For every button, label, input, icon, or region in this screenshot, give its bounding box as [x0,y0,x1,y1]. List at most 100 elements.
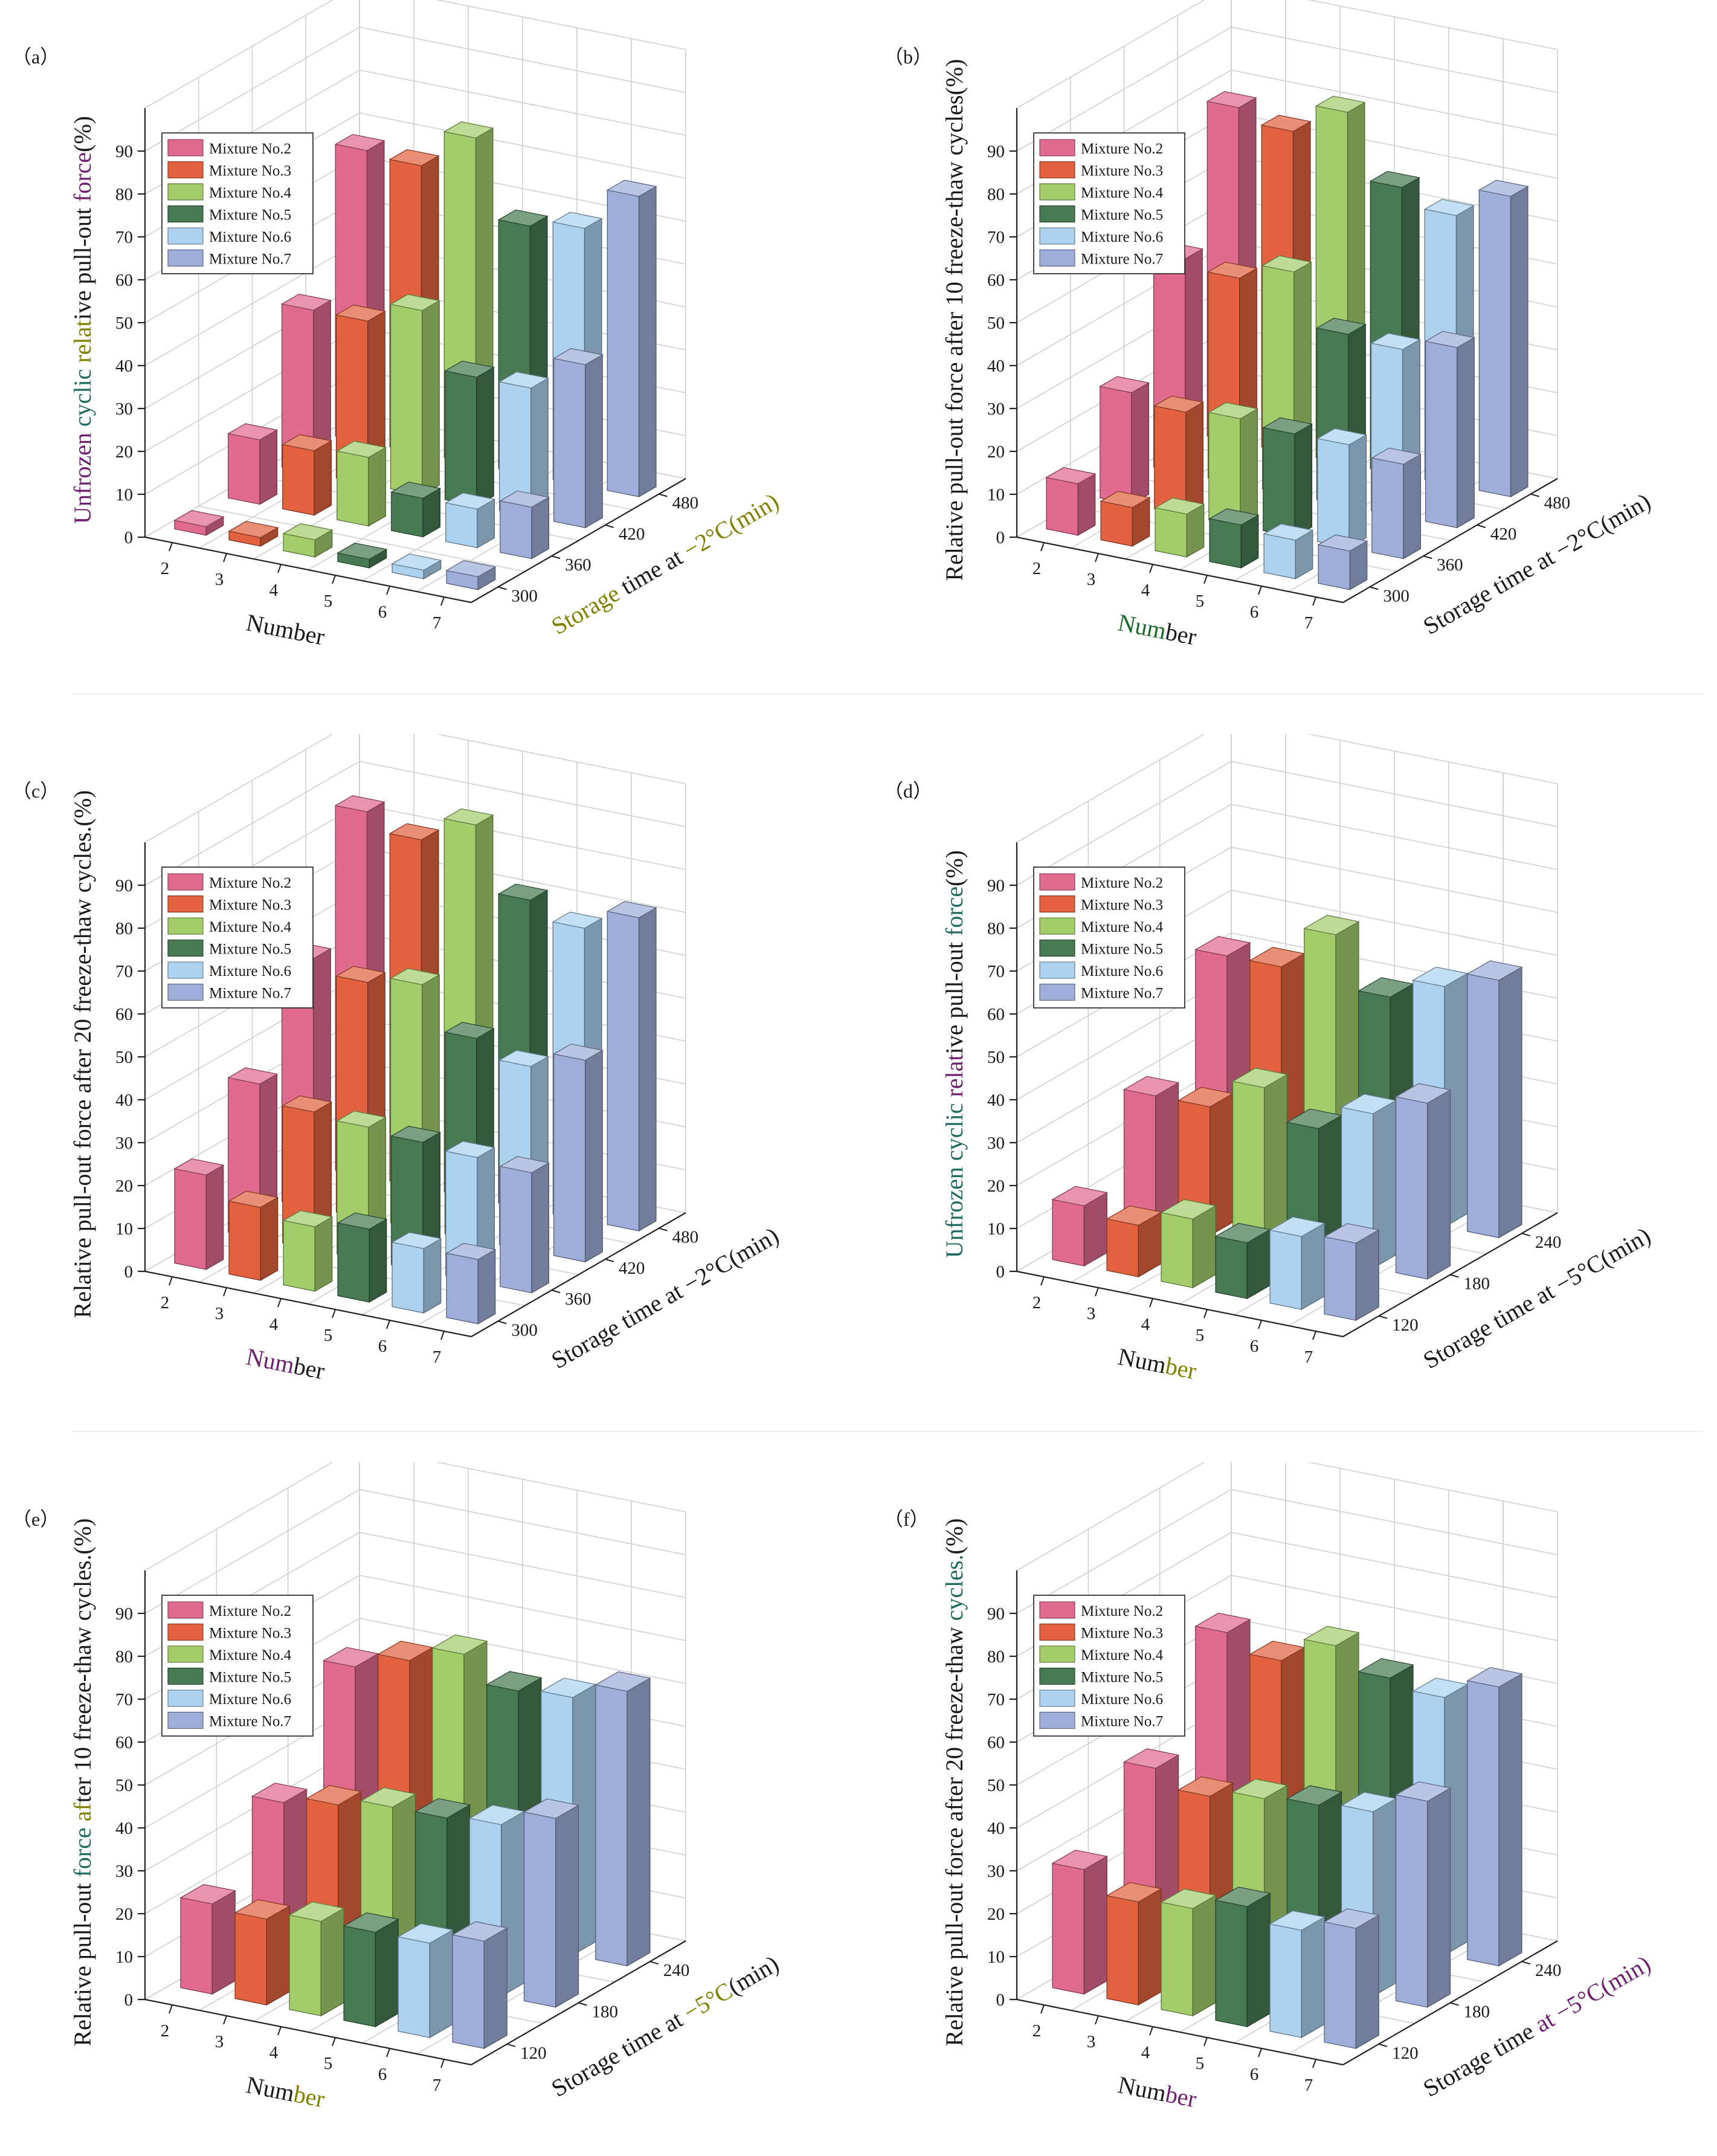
bar-mixture-no-7-120 [1323,1223,1380,1322]
legend-swatch [167,1601,204,1619]
bars [173,795,657,1325]
bar-mixture-no-3-120 [234,1899,291,2006]
bar-top-face [397,1923,454,1944]
bar-top-face [1394,1083,1452,1104]
bar-side-face [1131,382,1150,505]
bar-side-face [369,1218,387,1303]
bar-top-face [451,1921,509,1942]
bar-front-face [1263,533,1296,579]
bar-side-face [1185,401,1204,516]
x-tick [440,596,445,606]
bar-mixture-no-7-300 [445,560,497,590]
legend-swatch [1039,983,1075,1001]
z-tick-label: 0 [124,1990,134,2010]
z-tick-label: 90 [115,142,133,161]
legend-entry: Mixture No.4 [1081,185,1164,201]
bar-top-face [443,1022,495,1039]
bar-top-face [540,1677,597,1698]
x-tick [440,1331,445,1340]
bar-top-face [376,1641,434,1661]
bar-front-face [1395,1096,1428,1280]
bar-front-face [452,1934,485,2049]
bar-top-face [173,510,225,528]
bar-mixture-no-7-360 [498,490,550,560]
bar-mixture-no-4-360 [335,441,387,527]
legend-swatch [1039,1690,1075,1707]
x-axis-title: Number [1116,1343,1199,1384]
y-tick-label: 420 [619,524,645,544]
bar-front-face [1052,1862,1084,1995]
x-tick [277,1298,282,1308]
legend-swatch [167,161,204,179]
bar-side-face [476,366,494,507]
bar-side-face [483,1927,507,2050]
bar-front-face [1269,1230,1302,1310]
y-tick-label: 180 [1464,1274,1490,1294]
legend-entry: Mixture No.6 [1081,963,1163,980]
bar-front-face [1371,457,1404,560]
bar-front-face [1324,1236,1356,1321]
bar-mixture-no-3-120 [1106,1205,1163,1278]
bar-side-face [1083,1856,1107,1995]
bar-top-face [445,560,497,578]
y-tick [1370,586,1379,590]
y-tick-label: 120 [1392,1315,1419,1335]
bar-top-face [1194,936,1251,957]
z-tick-label: 20 [115,1176,133,1196]
y-tick [659,493,668,497]
x-tick-label: 2 [161,1293,170,1312]
legend-entry: Mixture No.2 [1081,141,1163,157]
z-tick-label: 70 [115,228,133,247]
y-tick-label: 120 [520,2044,547,2063]
bar-mixture-no-4-120 [1160,1199,1217,1289]
bar-front-face [1324,1921,1356,2049]
bar-mixture-no-7-420 [1424,331,1476,529]
y-tick [551,1289,561,1294]
bar-top-face [1123,1076,1180,1097]
bar-top-face [1423,199,1475,216]
bar-top-face [337,543,388,560]
x-tick [386,1320,390,1329]
bar-side-face [205,1164,224,1270]
bar-top-face [606,179,657,197]
bar-mixture-no-7-300 [445,1242,497,1325]
x-axis-title: Number [1116,2071,1199,2112]
bar-mixture-no-2-120 [1051,1186,1109,1267]
bar-mixture-no-7-360 [1370,447,1422,560]
z-tick-label: 0 [996,1990,1005,2010]
bar-side-face [1427,1787,1451,2008]
bar-mixture-no-2-360 [227,423,279,505]
bar-side-face [1355,1229,1379,1322]
bar-top-face [1206,91,1257,108]
bar-top-face [281,434,333,451]
z-tick-label: 40 [987,357,1005,376]
bar-top-face [179,1883,237,1905]
bar-front-face [391,491,424,538]
bar-front-face [1100,500,1133,547]
legend-swatch [167,939,204,957]
bar-mixture-no-6-420 [498,371,550,518]
y-tick-label: 420 [619,1259,645,1278]
x-tick-label: 4 [269,1315,279,1334]
z-tick-label: 40 [987,1091,1005,1110]
y-tick [649,1961,659,1965]
bar-side-face [429,1929,453,2039]
bar-front-face [337,1222,370,1303]
z-tick-label: 60 [987,271,1005,290]
bar-side-face [555,1804,579,2008]
bar-mixture-no-6-360 [1316,428,1368,549]
y-tick [605,1258,614,1262]
bars [1051,1612,1523,2050]
x-tick [1258,1320,1262,1329]
y-tick-label: 420 [1490,524,1517,544]
legend-entry: Mixture No.2 [209,1603,291,1619]
bar-mixture-no-2-300 [173,510,225,536]
bar-top-face [335,305,387,322]
bar-top-face [1261,417,1313,434]
bar-top-face [288,1901,346,1922]
bar-top-face [343,1912,400,1933]
x-tick-label: 7 [1304,613,1313,633]
bar-side-face [1457,337,1475,529]
bar-mixture-no-3-300 [228,521,279,547]
bar-top-face [443,808,494,825]
